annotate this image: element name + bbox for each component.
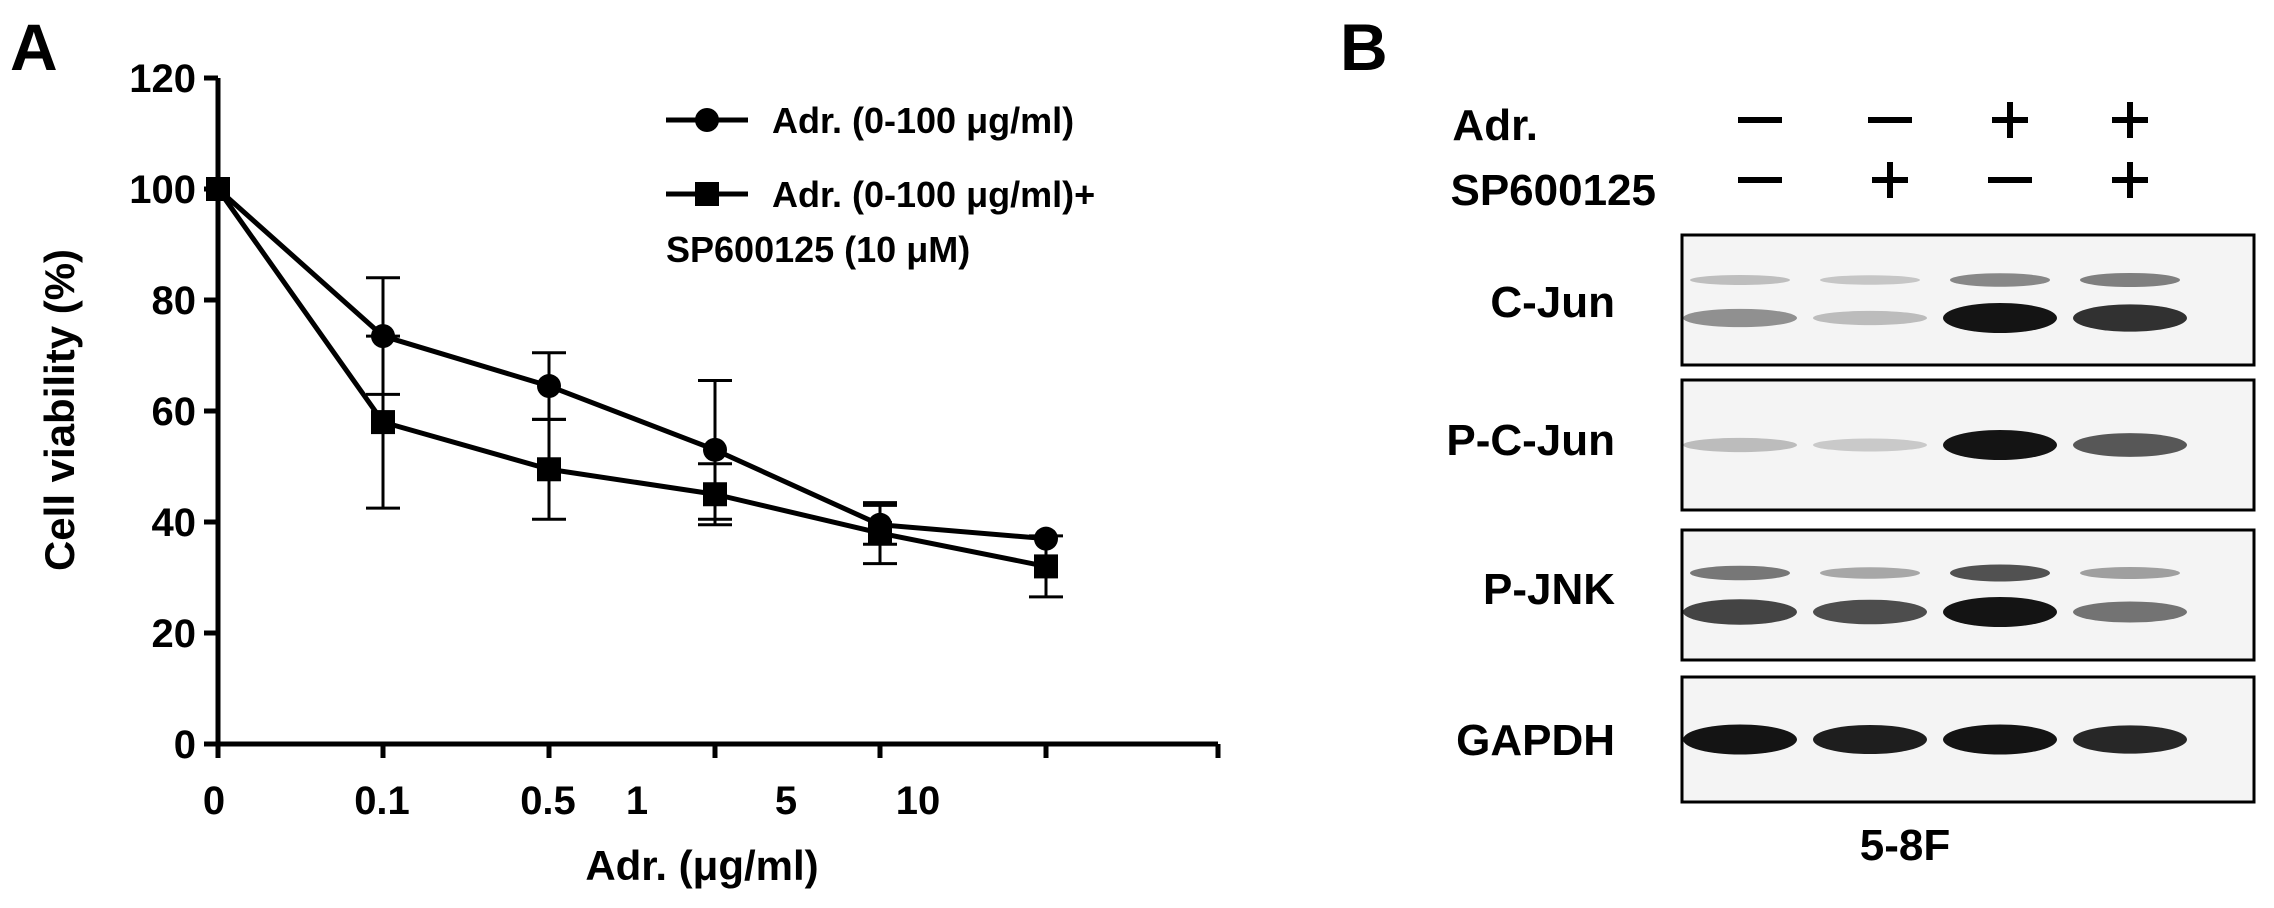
treatment-label-sp600125: SP600125 xyxy=(1450,166,1656,215)
blot-band xyxy=(1683,437,1797,453)
blot-membrane xyxy=(1680,528,2256,662)
blot-band xyxy=(2073,725,2187,754)
legend-label-square-line2: SP600125 (10 μM) xyxy=(666,229,970,270)
data-point-circle xyxy=(703,437,727,462)
cell-line-label: 5-8F xyxy=(1860,821,1950,870)
sign-minus xyxy=(1738,177,1782,183)
x-tick-label: 10 xyxy=(896,779,941,823)
blot-band-upper xyxy=(1950,564,2050,582)
blot-band xyxy=(1683,599,1797,625)
blot-row-label: GAPDH xyxy=(1456,716,1615,765)
data-point-square xyxy=(537,457,561,482)
data-point-square xyxy=(703,482,727,507)
x-tick-label: 0.5 xyxy=(520,779,576,823)
y-tick-label: 20 xyxy=(152,612,197,656)
y-tick-label: 0 xyxy=(174,723,196,767)
blot-band xyxy=(1943,597,2057,627)
blot-band xyxy=(1683,308,1797,328)
blot-band-upper xyxy=(1820,275,1920,285)
y-tick-label: 120 xyxy=(129,57,196,101)
blot-band xyxy=(1943,430,2057,460)
data-point-square xyxy=(1034,554,1058,579)
western-blot: Adr. SP600125 C-Jun P-C-Jun P-JNK GAPDH 5-8… xyxy=(1446,101,2256,870)
blot-band xyxy=(1683,724,1797,755)
data-point-circle xyxy=(537,374,561,399)
blot-band xyxy=(1813,599,1927,625)
panel-b-letter: B xyxy=(1340,10,1388,84)
data-point-circle xyxy=(1034,526,1058,551)
x-tick-label: 5 xyxy=(775,779,797,823)
data-point-circle xyxy=(371,324,395,349)
blot-band xyxy=(2073,601,2187,623)
blot-membrane xyxy=(1680,233,2256,367)
blot-band xyxy=(2073,433,2187,457)
sign-minus xyxy=(1868,117,1912,123)
blot-band xyxy=(1813,438,1927,452)
y-tick-label: 80 xyxy=(152,279,197,323)
y-tick-label: 60 xyxy=(152,390,197,434)
legend-square-marker xyxy=(695,182,719,206)
sign-plus xyxy=(1887,162,1893,198)
treatment-label-adr: Adr. xyxy=(1452,101,1538,150)
panel-a-letter: A xyxy=(10,10,58,84)
viability-line-chart: 0 20 40 60 80 100 120 0 0.1 0.5 1 5 10 Cell viabili… xyxy=(36,57,1221,889)
data-point-square xyxy=(206,177,230,201)
y-axis-label: Cell viability (%) xyxy=(36,249,83,571)
sign-minus xyxy=(1738,117,1782,123)
blot-band xyxy=(2073,304,2187,332)
blot-row-label: P-C-Jun xyxy=(1446,416,1615,465)
legend-label-square-line1: Adr. (0-100 μg/ml)+ xyxy=(772,174,1095,215)
blot-row-label: C-Jun xyxy=(1490,278,1615,327)
x-tick-label: 0.1 xyxy=(354,779,410,823)
sign-plus xyxy=(2007,102,2013,138)
sign-plus xyxy=(2127,102,2133,138)
legend-circle-marker xyxy=(695,108,719,132)
sign-plus xyxy=(2127,162,2133,198)
x-axis-label: Adr. (μg/ml) xyxy=(585,842,818,889)
y-tick-label: 100 xyxy=(129,168,196,212)
series-line-circle xyxy=(216,187,1047,542)
blot-band-upper xyxy=(1690,275,1790,285)
blot-band-upper xyxy=(1690,565,1790,581)
sign-minus xyxy=(1988,177,2032,183)
y-tick-label: 40 xyxy=(152,501,197,545)
blot-band xyxy=(1943,724,2057,755)
data-point-square xyxy=(868,521,892,546)
blot-band-upper xyxy=(2080,567,2180,579)
series-line-square xyxy=(215,187,1047,569)
blot-band xyxy=(1813,724,1927,755)
blot-row-label: P-JNK xyxy=(1483,565,1615,614)
blot-band xyxy=(1943,303,2057,333)
x-tick-label: 1 xyxy=(626,779,648,823)
x-tick-label: 0 xyxy=(203,779,225,823)
blot-band-upper xyxy=(1950,273,2050,287)
data-point-square xyxy=(371,410,395,435)
legend-label-circle: Adr. (0-100 μg/ml) xyxy=(772,100,1074,141)
legend: Adr. (0-100 μg/ml) Adr. (0-100 μg/ml)+ S… xyxy=(666,100,1095,270)
blot-band-upper xyxy=(2080,273,2180,287)
blot-band xyxy=(1813,310,1927,326)
blot-band-upper xyxy=(1820,567,1920,579)
